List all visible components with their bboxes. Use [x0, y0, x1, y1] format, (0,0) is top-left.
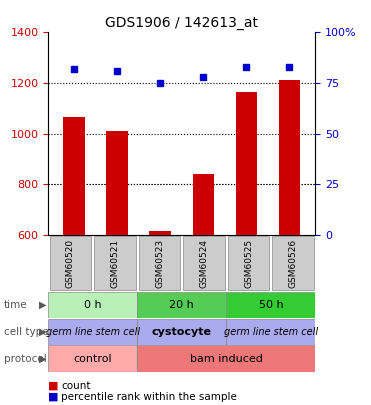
Text: percentile rank within the sample: percentile rank within the sample [61, 392, 237, 402]
Text: 50 h: 50 h [259, 300, 283, 310]
Bar [226, 319, 315, 345]
Text: germ line stem cell: germ line stem cell [224, 327, 318, 337]
FancyBboxPatch shape [139, 236, 180, 290]
Bar [193, 174, 214, 235]
Text: cell type: cell type [4, 327, 48, 337]
Text: ■: ■ [48, 381, 59, 390]
FancyBboxPatch shape [183, 236, 225, 290]
Text: 0 h: 0 h [84, 300, 102, 310]
Text: GSM60520: GSM60520 [66, 239, 75, 288]
FancyBboxPatch shape [50, 236, 91, 290]
Bar [236, 92, 257, 235]
Text: germ line stem cell: germ line stem cell [46, 327, 140, 337]
Title: GDS1906 / 142613_at: GDS1906 / 142613_at [105, 16, 258, 30]
Text: GSM60525: GSM60525 [244, 239, 253, 288]
Bar [137, 345, 315, 372]
Text: ■: ■ [48, 392, 59, 402]
FancyBboxPatch shape [94, 236, 136, 290]
Bar [279, 81, 300, 235]
Text: GSM60524: GSM60524 [200, 239, 209, 288]
Bar [150, 231, 171, 235]
Text: GSM60526: GSM60526 [289, 239, 298, 288]
Bar [48, 292, 137, 318]
Bar [63, 117, 85, 235]
Bar [48, 345, 137, 372]
Text: bam induced: bam induced [190, 354, 263, 364]
Bar [137, 292, 226, 318]
Text: 20 h: 20 h [170, 300, 194, 310]
Bar [48, 319, 137, 345]
Text: ▶: ▶ [39, 327, 46, 337]
FancyBboxPatch shape [228, 236, 269, 290]
Bar [226, 292, 315, 318]
Bar [137, 319, 226, 345]
FancyBboxPatch shape [272, 236, 314, 290]
Bar [106, 131, 128, 235]
Text: protocol: protocol [4, 354, 46, 364]
Text: ▶: ▶ [39, 300, 46, 310]
Text: GSM60521: GSM60521 [111, 239, 119, 288]
Text: ▶: ▶ [39, 354, 46, 364]
Text: cystocyte: cystocyte [152, 327, 212, 337]
Text: time: time [4, 300, 27, 310]
Text: count: count [61, 381, 91, 390]
Text: GSM60523: GSM60523 [155, 239, 164, 288]
Text: control: control [73, 354, 112, 364]
